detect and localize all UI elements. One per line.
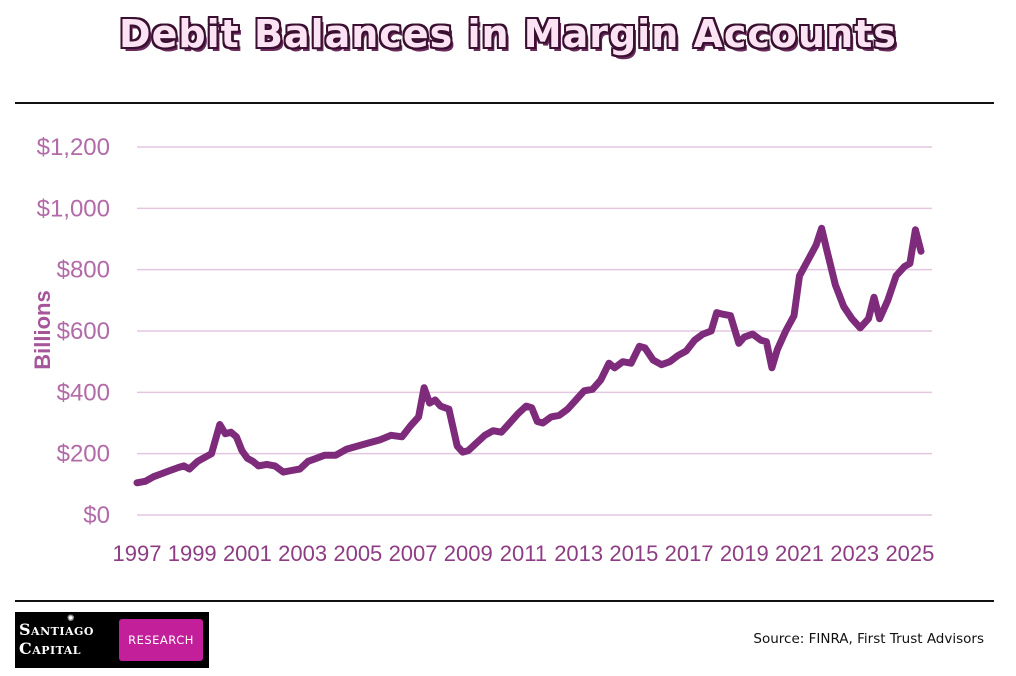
logo-line1: Santiago — [19, 620, 94, 639]
x-tick-label: 2017 — [665, 541, 714, 566]
logo-emblem-icon: ✺ — [67, 614, 75, 624]
source-note: Source: FINRA, First Trust Advisors — [753, 631, 984, 647]
x-tick-label: 1997 — [113, 541, 162, 566]
research-badge: RESEARCH — [119, 619, 203, 661]
page-title: Debit Balances in Margin Accounts — [119, 12, 897, 56]
y-tick-label: $800 — [57, 257, 110, 284]
series-line-debit-balances — [133, 224, 925, 487]
x-tick-label: 2019 — [720, 541, 769, 566]
x-tick-label: 1999 — [168, 541, 217, 566]
y-tick-label: $600 — [57, 318, 110, 345]
y-tick-label: $400 — [57, 379, 110, 406]
y-tick-label: $1,000 — [37, 195, 110, 222]
x-tick-label: 2013 — [554, 541, 603, 566]
y-tick-label: $0 — [83, 502, 110, 529]
x-tick-label: 2021 — [775, 541, 824, 566]
x-tick-label: 2023 — [830, 541, 879, 566]
x-tick-labels: 1997 1999 2001 2003 2005 2007 2009 2011 2013 2015… — [113, 541, 935, 566]
logo-line2: Capital — [19, 639, 82, 658]
gridlines — [137, 146, 932, 516]
x-tick-label: 2025 — [885, 541, 934, 566]
y-tick-label: $200 — [57, 441, 110, 468]
x-tick-label: 2007 — [389, 541, 438, 566]
logo-name: Santiago Capital — [19, 620, 94, 658]
top-divider — [15, 102, 994, 104]
x-tick-label: 2003 — [278, 541, 327, 566]
x-tick-label: 2005 — [333, 541, 382, 566]
x-tick-label: 2009 — [444, 541, 493, 566]
x-tick-label: 2001 — [223, 541, 272, 566]
y-axis-title: Billions — [30, 290, 55, 369]
y-tick-label: $1,200 — [37, 134, 110, 161]
x-tick-label: 2011 — [500, 541, 547, 566]
santiago-capital-logo: ✺ Santiago Capital RESEARCH — [15, 612, 209, 668]
bottom-divider — [15, 600, 994, 602]
y-tick-labels: $0 $200 $400 $600 $800 $1,000 $1,200 — [37, 134, 110, 529]
x-tick-label: 2015 — [609, 541, 658, 566]
